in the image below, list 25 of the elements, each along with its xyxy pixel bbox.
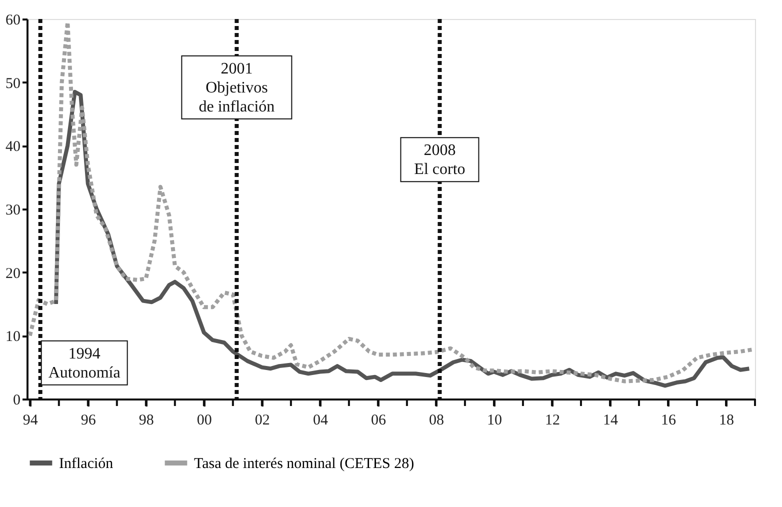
x-tick-label: 98 — [138, 412, 154, 428]
x-tick-label: 16 — [660, 412, 676, 428]
ref-line-label: 2001 Objetivos de inflación — [198, 60, 275, 116]
x-tick-label: 06 — [370, 412, 386, 428]
legend-label: Tasa de interés nominal (CETES 28) — [194, 456, 414, 472]
x-tick-label: 00 — [196, 412, 212, 428]
x-tick-label: 04 — [312, 412, 328, 428]
y-tick-label: 0 — [13, 392, 20, 408]
x-tick-label: 10 — [486, 412, 502, 428]
y-tick-label: 30 — [6, 202, 20, 218]
y-tick-label: 20 — [6, 266, 20, 282]
legend-label: Inflación — [59, 456, 114, 472]
ref-line-label: 2008 El corto — [414, 142, 466, 178]
x-tick-label: 96 — [80, 412, 96, 428]
y-tick-label: 10 — [6, 329, 20, 346]
y-tick-label: 60 — [6, 12, 20, 28]
x-tick-label: 12 — [544, 412, 560, 428]
ref-line-label: 1994 Autonomía — [48, 345, 120, 382]
x-tick-label: 94 — [22, 412, 38, 428]
y-tick-label: 40 — [6, 139, 20, 156]
y-tick-label: 50 — [6, 76, 20, 92]
x-tick-label: 02 — [254, 412, 270, 428]
x-tick-label: 08 — [428, 412, 444, 428]
x-tick-label: 18 — [718, 412, 734, 428]
x-tick-label: 14 — [602, 412, 618, 428]
